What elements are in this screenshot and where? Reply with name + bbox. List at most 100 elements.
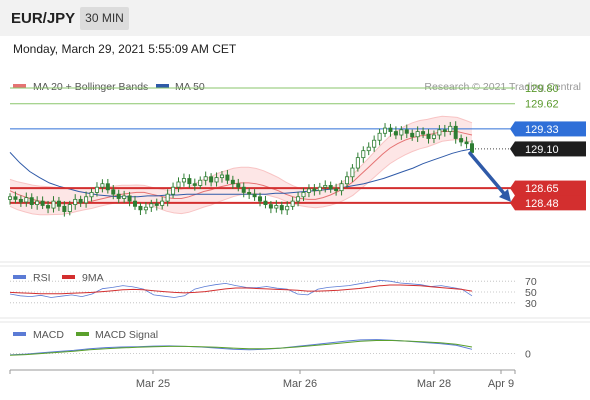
candle-body — [46, 205, 51, 209]
candle-body — [399, 129, 404, 136]
candle-body — [203, 176, 208, 181]
candle-body — [279, 205, 284, 211]
candle-body — [431, 134, 436, 139]
candle-body — [258, 196, 263, 202]
candle-body — [165, 193, 170, 202]
bollinger-band — [10, 116, 472, 215]
ma50-line — [9, 148, 473, 198]
legend-label-ma20: MA 20 + Bollinger Bands — [33, 81, 148, 93]
timeframe-badge[interactable]: 30 MIN — [80, 7, 129, 30]
candle-body — [73, 198, 78, 205]
header-bar: EUR/JPY 30 MIN — [0, 0, 590, 36]
price-level-label: 128.48 — [525, 198, 559, 210]
candle-body — [469, 143, 474, 153]
legend-swatch-ma50 — [156, 84, 169, 88]
candle-body — [171, 186, 176, 195]
price-level-label: 128.65 — [525, 183, 559, 195]
candle-body — [437, 129, 442, 136]
candle-body — [339, 183, 344, 192]
candle-body — [198, 179, 203, 186]
candle-body — [263, 200, 268, 205]
candle-body — [252, 193, 257, 198]
price-level-badge-pointer — [510, 141, 515, 157]
x-axis-tick-label: Mar 28 — [417, 378, 451, 390]
x-axis-tick-label: Apr 9 — [488, 378, 514, 390]
legend-label-macd-signal: MACD Signal — [95, 329, 158, 341]
forecast-arrow-head — [499, 188, 511, 202]
rsi-level-label: 30 — [525, 298, 537, 310]
candle-body — [18, 198, 23, 203]
candle-body — [344, 176, 349, 185]
candle-body — [51, 200, 56, 209]
legend-swatch-macd — [13, 332, 26, 336]
candle-body — [236, 183, 241, 188]
legend-label-rsi-ma: 9MA — [82, 272, 104, 284]
candle-body — [35, 200, 40, 205]
legend-swatch-rsi-ma — [62, 275, 75, 279]
candle-body — [214, 177, 219, 183]
candle-body — [268, 204, 273, 209]
candle-body — [366, 146, 371, 152]
candle-body — [247, 192, 252, 195]
candle-body — [100, 183, 105, 188]
candle-body — [421, 131, 426, 135]
x-axis-tick-label: Mar 25 — [136, 378, 170, 390]
macd-line — [9, 339, 473, 356]
rsi-line — [9, 279, 473, 298]
candle-body — [453, 125, 458, 139]
candle-body — [290, 200, 295, 207]
candle-body — [187, 178, 192, 185]
price-level-badge — [515, 141, 586, 157]
candle-body — [410, 132, 415, 138]
candle-body — [393, 131, 398, 136]
candle-body — [133, 200, 138, 207]
candle-body — [143, 206, 148, 211]
rsi-level-label: 50 — [525, 287, 537, 299]
candle-body — [355, 157, 360, 169]
price-level-badge-pointer — [510, 121, 515, 137]
candle-body — [388, 127, 393, 132]
candle-body — [176, 181, 181, 188]
candle-body — [116, 193, 121, 199]
legend-label-ma50: MA 50 — [175, 81, 205, 93]
candle-body — [56, 200, 61, 207]
x-axis-tick-label: Mar 26 — [283, 378, 317, 390]
legend-swatch-ma20 — [13, 84, 26, 88]
candle-body — [29, 197, 34, 205]
candle-body — [448, 125, 453, 132]
macd-level-label: 0 — [525, 349, 531, 361]
candle-body — [296, 196, 301, 202]
price-level-label: 129.33 — [525, 124, 559, 136]
candle-body — [94, 186, 99, 193]
candle-body — [105, 183, 110, 191]
candle-body — [225, 174, 230, 181]
candle-body — [334, 188, 339, 192]
candle-body — [328, 185, 333, 190]
candle-body — [415, 131, 420, 138]
candle-body — [274, 205, 279, 209]
candle-body — [149, 203, 154, 208]
price-level-badge-pointer — [510, 180, 515, 196]
forecast-arrow-shaft — [468, 151, 509, 199]
macd-signal-line — [9, 340, 473, 356]
rsi-level-label: 70 — [525, 276, 537, 288]
candle-body — [377, 132, 382, 141]
price-level-label: 129.80 — [525, 83, 559, 95]
candle-body — [306, 188, 311, 193]
price-level-badge — [515, 195, 586, 211]
candle-body — [464, 141, 469, 145]
candle-body — [13, 196, 18, 200]
price-level-label: 129.10 — [525, 144, 559, 156]
candle-body — [459, 138, 464, 143]
candle-body — [219, 174, 224, 179]
candle-body — [67, 204, 72, 212]
price-level-badge — [515, 180, 586, 196]
candle-body — [209, 176, 214, 183]
candle-body — [192, 183, 197, 186]
candle-body — [138, 205, 143, 211]
candle-body — [89, 192, 94, 198]
legend-label-macd: MACD — [33, 329, 64, 341]
candle-body — [62, 205, 67, 212]
candle-body — [122, 195, 127, 199]
